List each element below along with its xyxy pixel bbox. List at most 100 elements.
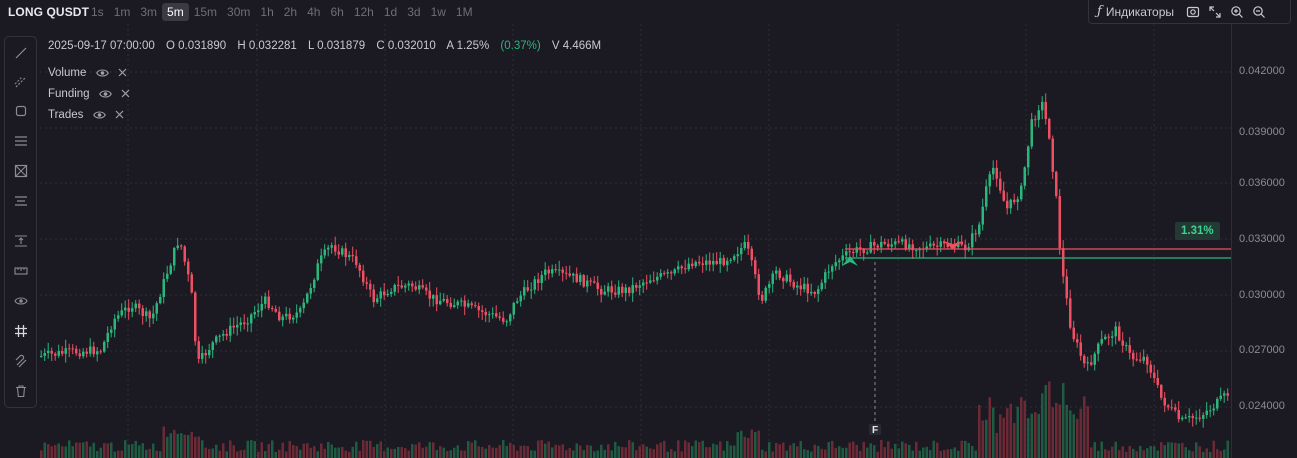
candle-body	[852, 252, 855, 254]
zoom-out-icon[interactable]	[1248, 2, 1270, 22]
volume-bar	[950, 449, 953, 458]
rectangle-icon[interactable]	[11, 101, 31, 121]
text-lines-icon[interactable]	[11, 191, 31, 211]
volume-bar	[1083, 396, 1086, 458]
candle-body	[316, 263, 319, 280]
timeframe-3m[interactable]: 3m	[140, 5, 158, 19]
timeframe-2h[interactable]: 2h	[283, 5, 298, 19]
candle-body	[824, 272, 827, 283]
candle-body	[239, 322, 242, 325]
volume-bar	[351, 446, 354, 458]
timeframe-1w[interactable]: 1w	[430, 5, 446, 19]
candle-body	[390, 291, 393, 294]
candle-body	[946, 243, 949, 247]
indicators-button[interactable]: Индикаторы	[1105, 4, 1175, 19]
price-tick: 0.030000	[1239, 289, 1285, 301]
timeframe-1h[interactable]: 1h	[260, 5, 274, 19]
function-icon[interactable]: ƒ	[1097, 4, 1102, 19]
candle-body	[155, 303, 158, 314]
timeframe-5m[interactable]: 5m	[162, 3, 189, 21]
volume-bar	[778, 444, 781, 458]
candle-body	[761, 294, 764, 301]
volume-bar	[61, 446, 64, 458]
candle-body	[327, 247, 330, 250]
volume-bar	[684, 440, 687, 458]
zoom-in-icon[interactable]	[1226, 2, 1248, 22]
magnet-icon[interactable]	[11, 351, 31, 371]
timeframe-1d[interactable]: 1d	[383, 5, 398, 19]
volume-bar	[712, 443, 715, 458]
volume-bar	[638, 446, 641, 458]
close-icon[interactable]	[111, 108, 127, 122]
ray-line-icon[interactable]	[11, 72, 31, 92]
volume-bar	[544, 443, 547, 458]
ruler-icon[interactable]	[11, 261, 31, 281]
screenshot-icon[interactable]	[1182, 2, 1204, 22]
volume-bar	[1076, 418, 1079, 458]
candle-body	[1153, 372, 1156, 378]
timeframe-1m[interactable]: 1m	[113, 5, 131, 19]
trend-line-icon[interactable]	[11, 43, 31, 63]
eye-icon[interactable]	[98, 87, 114, 101]
candle-body	[603, 291, 606, 295]
candle-body	[117, 315, 120, 319]
candle-body	[1209, 410, 1212, 412]
volume-bar	[617, 446, 620, 458]
close-icon[interactable]	[118, 87, 134, 101]
cross-box-icon[interactable]	[11, 161, 31, 181]
close-icon[interactable]	[114, 66, 130, 80]
low-value: L 0.031879	[307, 40, 366, 52]
price-axis[interactable]: 0.042000 0.039000 0.036000 0.033000 0.03…	[1231, 24, 1297, 458]
candle-body	[446, 299, 449, 304]
volume-bar	[470, 442, 473, 458]
timeframe-1s[interactable]: 1s	[91, 5, 104, 19]
volume-bar	[831, 440, 834, 458]
volume-bar	[442, 447, 445, 458]
candle-body	[1020, 185, 1023, 200]
timeframe-1M[interactable]: 1M	[455, 5, 473, 19]
volume-bar	[194, 436, 197, 458]
volume-bar	[1205, 448, 1208, 458]
candle-body	[579, 275, 582, 282]
candle-body	[775, 270, 778, 274]
candle-body	[344, 248, 347, 258]
eye-icon[interactable]	[94, 66, 110, 80]
volume-bar	[631, 442, 634, 458]
candle-body	[1114, 326, 1117, 337]
eye-icon[interactable]	[11, 291, 31, 311]
volume-bar	[1016, 406, 1019, 458]
candle-body	[358, 264, 361, 271]
symbol-label[interactable]: LONG QUSDT	[8, 5, 89, 19]
volume-bar	[40, 450, 43, 458]
range-icon[interactable]	[11, 231, 31, 251]
eye-icon[interactable]	[91, 108, 107, 122]
volume-bar	[1090, 447, 1093, 458]
volume-bar	[561, 444, 564, 458]
volume-bar	[103, 443, 106, 458]
volume-bar	[505, 445, 508, 458]
candle-body	[810, 292, 813, 294]
hashtag-icon[interactable]	[11, 321, 31, 341]
candle-body	[439, 300, 442, 305]
volume-bar	[323, 448, 326, 458]
timeframe-15m[interactable]: 15m	[193, 5, 218, 19]
volume-bar	[502, 440, 505, 458]
volume-bar	[782, 442, 785, 458]
timeframe-6h[interactable]: 6h	[330, 5, 344, 19]
change-value: (0.37%)	[500, 40, 541, 52]
volume-bar	[449, 450, 452, 458]
timeframe-12h[interactable]: 12h	[353, 5, 374, 19]
volume-bar	[698, 442, 701, 458]
trash-icon[interactable]	[11, 381, 31, 401]
volume-bar	[820, 448, 823, 458]
timeframe-3d[interactable]: 3d	[407, 5, 421, 19]
timeframe-30m[interactable]: 30m	[227, 5, 251, 19]
fullscreen-icon[interactable]	[1204, 2, 1226, 22]
horizontal-lines-icon[interactable]	[11, 131, 31, 151]
volume-bar	[1184, 447, 1187, 458]
volume-bar	[50, 446, 53, 458]
volume-bar	[124, 440, 127, 458]
candle-body	[915, 250, 918, 252]
timeframe-4h[interactable]: 4h	[307, 5, 321, 19]
